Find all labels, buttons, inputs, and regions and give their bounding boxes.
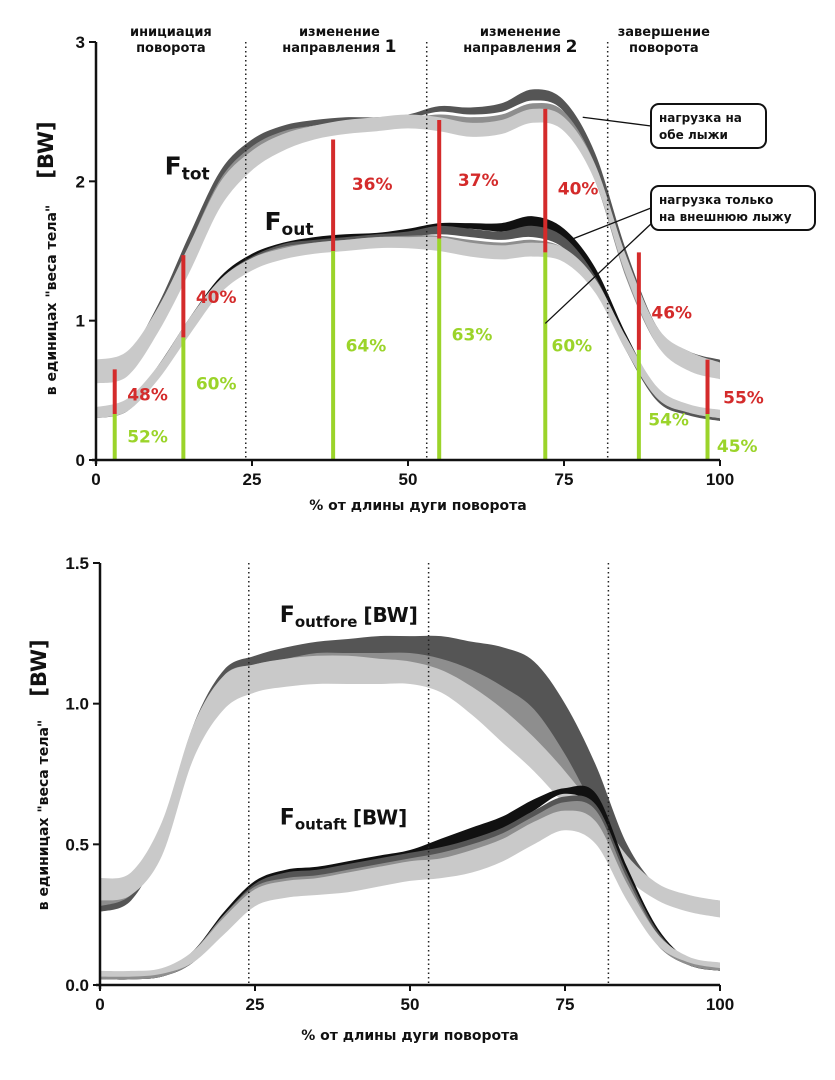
c0-x-tick-label-0: 0 bbox=[91, 470, 100, 489]
c0-tick-labels: 0 25 50 75 100 0 1 2 3 bbox=[76, 33, 735, 489]
c0-red-label-1: 40% bbox=[196, 288, 237, 308]
c0-red-label-2: 36% bbox=[352, 175, 393, 195]
c0-green-label-6: 45% bbox=[717, 437, 758, 457]
c1-series-0-band-0 bbox=[100, 635, 720, 912]
c0-callout-text-0-line2: обе лыжи bbox=[659, 128, 728, 142]
c0-xlabel: % от длины дуги поворота bbox=[309, 498, 527, 514]
c0-green-label-5: 54% bbox=[648, 411, 689, 431]
c1-series-label-1: Foutaft [BW] bbox=[280, 806, 408, 834]
c1-x-tick-label-3: 75 bbox=[556, 995, 575, 1014]
c0-y-tick-label-0: 0 bbox=[76, 451, 85, 470]
c0-green-label-4: 60% bbox=[552, 337, 593, 357]
c0-bands bbox=[96, 89, 720, 421]
c1-axes bbox=[93, 562, 721, 991]
c0-red-label-4: 40% bbox=[558, 179, 599, 199]
c0-phase-label-0-line2: поворота bbox=[136, 41, 206, 56]
c0-y-tick-label-3: 3 bbox=[76, 33, 85, 52]
c1-x-tick-label-4: 100 bbox=[706, 995, 734, 1014]
c0-bars: 52% 60% 64% 63% 60% 54% 45% 48% 40% 36% 37% 40% 46% 5… bbox=[112, 108, 764, 460]
c0-unit-label: [BW] bbox=[34, 121, 58, 178]
c0-x-tick-label-3: 75 bbox=[555, 470, 574, 489]
c1-series-label-0: Foutfore [BW] bbox=[280, 603, 418, 631]
c0-green-label-3: 63% bbox=[452, 326, 493, 346]
c0-callout-box-1 bbox=[650, 185, 816, 231]
c0-phase-label-1-line1: изменение bbox=[299, 25, 380, 40]
c1-y-tick-label-0: 0.0 bbox=[65, 976, 89, 995]
chart-fore-aft-load: 0 25 50 75 100 0.0 0.5 1.0 1.5 Foutfore [BW] Fouta… bbox=[27, 554, 734, 1044]
c0-green-label-1: 60% bbox=[196, 374, 237, 394]
c0-series-labels: Ftot Fout bbox=[165, 151, 314, 240]
c0-series-label-0: Ftot bbox=[165, 151, 210, 184]
c0-red-label-3: 37% bbox=[458, 171, 499, 191]
c0-red-label-5: 46% bbox=[651, 303, 692, 323]
c0-phase-label-2-line1: изменение bbox=[480, 25, 561, 40]
c0-series-1-band-1 bbox=[96, 225, 720, 421]
c0-callouts: нагрузка на обе лыжи нагрузка только на вне… bbox=[544, 103, 816, 324]
c0-phase-label-3-line2: поворота bbox=[629, 41, 699, 56]
c0-green-label-0: 52% bbox=[127, 427, 168, 447]
c0-x-tick-label-4: 100 bbox=[706, 470, 734, 489]
c1-y-tick-label-3: 1.5 bbox=[65, 554, 89, 573]
c1-series-0-band-2 bbox=[100, 655, 720, 918]
c1-phase-lines bbox=[248, 563, 610, 985]
c0-y-tick-label-2: 2 bbox=[76, 172, 85, 191]
c0-callout-pointer-b-1 bbox=[544, 221, 654, 324]
c1-bands bbox=[100, 635, 720, 980]
c1-series-1-band-3 bbox=[100, 810, 720, 977]
c1-ylabel: в единицах "веса тела" bbox=[36, 720, 52, 910]
c0-phase-label-1-line2: направления 1 bbox=[282, 37, 396, 57]
c1-tick-labels: 0 25 50 75 100 0.0 0.5 1.0 1.5 bbox=[65, 554, 734, 1014]
c1-x-tick-label-2: 50 bbox=[401, 995, 420, 1014]
c0-phase-label-2-line2: направления 2 bbox=[463, 37, 577, 57]
c0-x-tick-label-1: 25 bbox=[243, 470, 262, 489]
c1-y-tick-label-1: 0.5 bbox=[65, 835, 89, 854]
c1-x-tick-label-1: 25 bbox=[246, 995, 265, 1014]
c0-red-label-0: 48% bbox=[127, 386, 168, 406]
c0-green-label-2: 64% bbox=[346, 337, 387, 357]
c1-unit-label: [BW] bbox=[27, 639, 51, 696]
c0-callout-box-0 bbox=[650, 103, 767, 149]
c0-x-tick-label-2: 50 bbox=[399, 470, 418, 489]
c0-axes bbox=[89, 41, 721, 466]
chart-total-load: 52% 60% 64% 63% 60% 54% 45% 48% 40% 36% 37% 40% 46% 5… bbox=[34, 25, 816, 514]
c0-ylabel: в единицах "веса тела" bbox=[44, 205, 60, 395]
c0-callout-text-1-line2: на внешнюю лыжу bbox=[659, 210, 792, 224]
c0-red-label-6: 55% bbox=[723, 388, 764, 408]
c0-y-tick-label-1: 1 bbox=[76, 312, 85, 331]
c1-x-tick-label-0: 0 bbox=[95, 995, 104, 1014]
c0-phase-label-0-line1: инициация bbox=[130, 25, 212, 40]
c0-phase-label-3-line1: завершение bbox=[618, 25, 710, 40]
c0-callout-text-1-line1: нагрузка только bbox=[659, 193, 773, 207]
c0-callout-pointer-0 bbox=[582, 116, 652, 127]
c0-callout-pointer-1 bbox=[570, 207, 652, 241]
c1-series-labels: Foutfore [BW] Foutaft [BW] bbox=[280, 603, 418, 834]
c0-callout-text-0-line1: нагрузка на bbox=[659, 111, 742, 125]
c0-series-label-1: Fout bbox=[264, 207, 313, 240]
c1-xlabel: % от длины дуги поворота bbox=[301, 1028, 519, 1044]
c1-y-tick-label-2: 1.0 bbox=[65, 695, 89, 714]
